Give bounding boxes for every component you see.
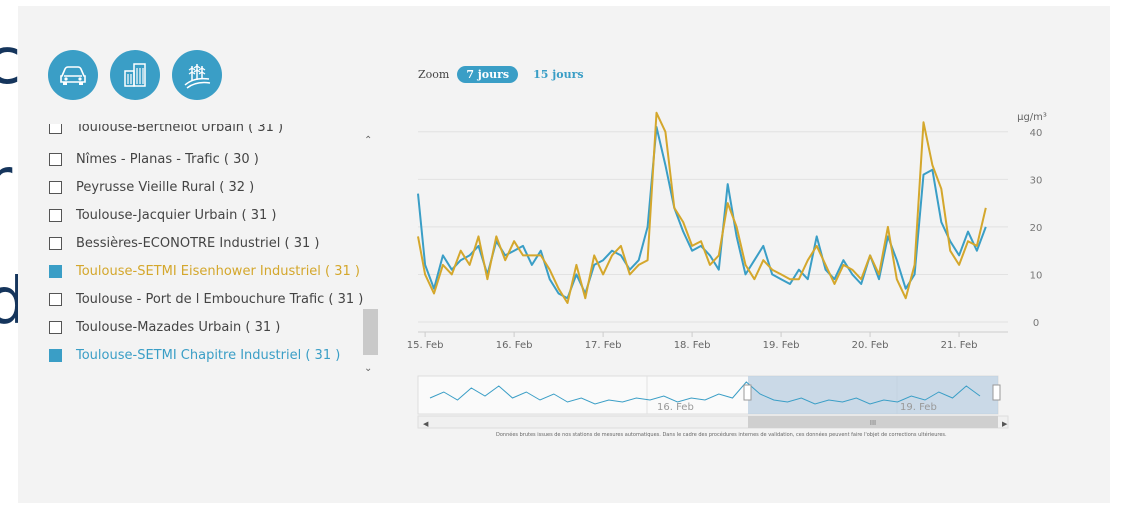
scroll-right-icon[interactable]: ▶ bbox=[1002, 420, 1008, 428]
station-item[interactable]: Toulouse-SETMI Chapitre Industriel ( 31 … bbox=[46, 344, 340, 366]
station-label: Toulouse-Jacquier Urbain ( 31 ) bbox=[76, 207, 277, 223]
scrollbar-thumb[interactable] bbox=[363, 309, 378, 355]
zoom-controls: Zoom 7 jours 15 jours bbox=[418, 66, 599, 83]
navigator-scrollbar-thumb[interactable] bbox=[748, 416, 998, 428]
zoom-15-days-button[interactable]: 15 jours bbox=[533, 68, 584, 81]
checkbox[interactable] bbox=[49, 348, 62, 362]
station-item[interactable]: Toulouse-SETMI Eisenhower Industriel ( 3… bbox=[46, 260, 360, 282]
building-icon[interactable] bbox=[110, 50, 160, 100]
station-item[interactable]: Toulouse-Jacquier Urbain ( 31 ) bbox=[46, 204, 276, 226]
station-label: Nîmes - Planas - Trafic ( 30 ) bbox=[76, 151, 259, 167]
navigator-label: 16. Feb bbox=[657, 402, 694, 413]
station-item[interactable]: Toulouse - Port de l Embouchure Trafic (… bbox=[46, 288, 363, 310]
station-label: Toulouse - Port de l Embouchure Trafic (… bbox=[76, 291, 364, 307]
scroll-left-icon[interactable]: ◀ bbox=[423, 420, 429, 428]
navigator[interactable]: 16. Feb 19. Feb III ◀ ▶ bbox=[417, 375, 1009, 429]
station-item[interactable]: Toulouse-Mazades Urbain ( 31 ) bbox=[46, 316, 280, 338]
station-label: Toulouse-Mazades Urbain ( 31 ) bbox=[76, 319, 281, 335]
checkbox[interactable] bbox=[49, 208, 62, 222]
station-list: Toulouse-Berthelot Urbain ( 31 ) Nîmes -… bbox=[46, 124, 388, 380]
checkbox[interactable] bbox=[49, 292, 62, 306]
checkbox[interactable] bbox=[49, 236, 62, 250]
checkbox[interactable] bbox=[49, 152, 62, 166]
disclaimer-footnote: Données brutes issues de nos stations de… bbox=[496, 432, 947, 438]
zoom-label: Zoom bbox=[418, 68, 450, 81]
category-icons bbox=[48, 50, 222, 100]
station-item[interactable]: Peyrusse Vieille Rural ( 32 ) bbox=[46, 176, 254, 198]
navigator-label: 19. Feb bbox=[900, 402, 937, 413]
navigator-selection[interactable] bbox=[748, 376, 998, 414]
station-label: Bessières-ECONOTRE Industriel ( 31 ) bbox=[76, 235, 320, 251]
station-label: Toulouse-Berthelot Urbain ( 31 ) bbox=[76, 124, 284, 135]
station-label: Toulouse-SETMI Eisenhower Industriel ( 3… bbox=[76, 263, 361, 279]
checkbox[interactable] bbox=[49, 264, 62, 278]
zoom-7-days-button[interactable]: 7 jours bbox=[457, 66, 519, 83]
navigator-right-handle[interactable] bbox=[992, 384, 1001, 401]
checkbox[interactable] bbox=[49, 180, 62, 194]
car-icon[interactable] bbox=[48, 50, 98, 100]
station-label: Toulouse-SETMI Chapitre Industriel ( 31 … bbox=[76, 347, 341, 363]
checkbox[interactable] bbox=[49, 320, 62, 334]
chevron-down-icon[interactable]: ⌄ bbox=[364, 363, 373, 374]
station-item[interactable]: Nîmes - Planas - Trafic ( 30 ) bbox=[46, 148, 259, 170]
edge-fragment-1: c bbox=[0, 25, 22, 99]
station-list-scrollbar[interactable]: ⌃ ⌄ bbox=[360, 131, 378, 381]
station-item[interactable]: Toulouse-Berthelot Urbain ( 31 ) bbox=[46, 124, 283, 138]
navigator-series-line bbox=[429, 381, 981, 405]
navigator-scrollbar-grip: III bbox=[870, 419, 876, 427]
field-icon[interactable] bbox=[172, 50, 222, 100]
checkbox[interactable] bbox=[49, 124, 62, 134]
navigator-left-handle[interactable] bbox=[743, 384, 752, 401]
station-item[interactable]: Bessières-ECONOTRE Industriel ( 31 ) bbox=[46, 232, 319, 254]
chevron-up-icon[interactable]: ⌃ bbox=[364, 135, 373, 146]
station-label: Peyrusse Vieille Rural ( 32 ) bbox=[76, 179, 255, 195]
edge-fragment-2: r bbox=[0, 150, 12, 214]
